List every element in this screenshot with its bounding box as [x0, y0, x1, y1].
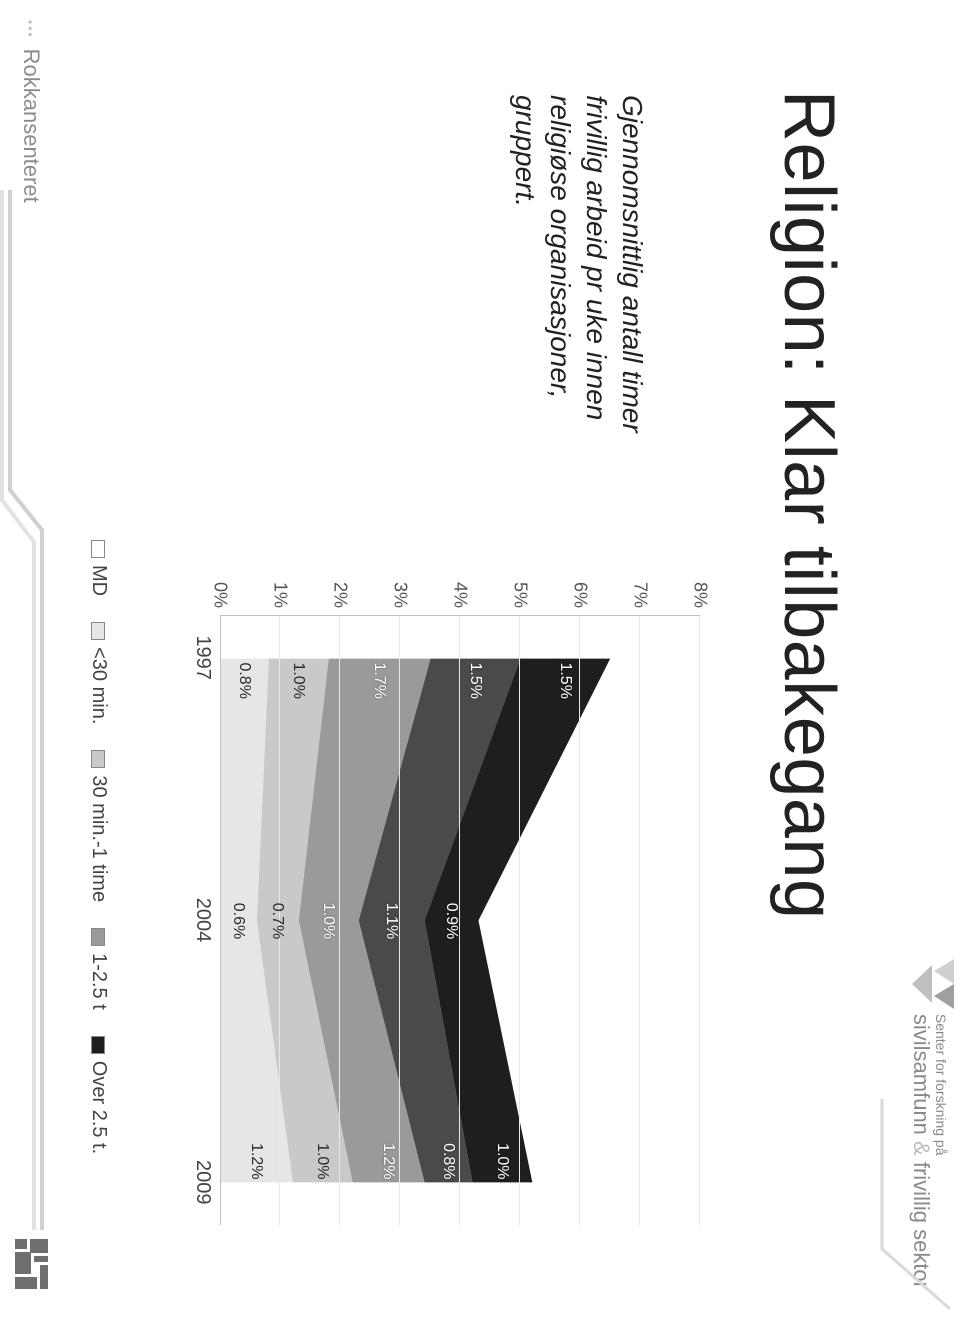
brand-mark-icon [912, 959, 954, 1009]
slide: Senter for forskning på sivilsamfunn & f… [0, 0, 960, 1319]
chart-data-label: 1.5% [466, 662, 484, 698]
legend-swatch [92, 622, 106, 640]
legend-swatch [92, 540, 106, 558]
chart-svg [221, 616, 700, 1225]
legend-label: MD [87, 565, 110, 596]
chart-data-label: 1.7% [370, 662, 388, 698]
chart-gridline [699, 616, 700, 1225]
chart-gridline [339, 616, 340, 1225]
slide-title: Religion: Klar tilbakegang [768, 90, 850, 1259]
legend-swatch [92, 928, 106, 946]
x-axis-label: 2004 [191, 898, 214, 943]
footer-left-text: Rokkansenteret [18, 49, 44, 203]
slide-subtitle: Gjennomsnittlig antall timer frivillig a… [507, 95, 650, 515]
y-axis-label: 5% [510, 560, 531, 608]
chart-data-label: 1.1% [382, 903, 400, 939]
y-axis-label: 7% [630, 560, 651, 608]
stacked-area-chart: 0.8% 0.6% 1.2% 1.0% 0.7% 1.0% 1.7% 1.0% 1.2% 1.5%… [140, 560, 700, 1240]
chart-data-label: 0.8% [439, 1143, 457, 1179]
chart-data-label: 1.5% [556, 662, 574, 698]
chart-gridline [519, 616, 520, 1225]
legend-swatch [92, 1036, 106, 1054]
footer-dots-icon: ••• [18, 20, 42, 39]
chart-data-label: 1.2% [379, 1143, 397, 1179]
brand-line1: Senter for forskning på [933, 1014, 948, 1289]
chart-legend: MD <30 min. 30 min.-1 time 1-2.5 t Over 2.5 … [87, 540, 110, 1270]
chart-data-label: 1.0% [289, 662, 307, 698]
brand-text: Senter for forskning på sivilsamfunn & f… [910, 1014, 948, 1289]
chart-plot-area: 0.8% 0.6% 1.2% 1.0% 0.7% 1.0% 1.7% 1.0% 1.2% 1.5%… [220, 615, 700, 1225]
footer-right-logo [14, 1239, 48, 1289]
y-axis-label: 4% [450, 560, 471, 608]
chart-data-label: 1.0% [313, 1143, 331, 1179]
legend-item: Over 2.5 t. [87, 1036, 110, 1154]
y-axis-label: 1% [270, 560, 291, 608]
chart-data-label: 1.2% [247, 1143, 265, 1179]
legend-item: 1-2.5 t [87, 928, 110, 1010]
y-axis-label: 6% [570, 560, 591, 608]
x-axis-label: 2009 [191, 1160, 214, 1205]
y-axis-label: 2% [330, 560, 351, 608]
footer-left-logo: ••• Rokkansenteret [18, 20, 44, 203]
chart-data-label: 1.0% [493, 1143, 511, 1179]
y-axis-label: 8% [690, 560, 711, 608]
x-axis-label: 1997 [191, 635, 214, 680]
legend-swatch [92, 750, 106, 768]
chart-gridline [579, 616, 580, 1225]
legend-item: 30 min.-1 time [87, 750, 110, 902]
chart-data-label: 0.7% [268, 903, 286, 939]
legend-item: MD [87, 540, 110, 596]
legend-label: <30 min. [87, 647, 110, 724]
bottom-frame-deco [0, 190, 60, 1230]
chart-data-label: 0.8% [235, 662, 253, 698]
chart-gridline [639, 616, 640, 1225]
legend-label: 30 min.-1 time [87, 775, 110, 902]
y-axis-label: 0% [210, 560, 231, 608]
legend-label: 1-2.5 t [87, 953, 110, 1010]
brand-line2: sivilsamfunn & frivillig sektor [910, 1014, 933, 1289]
y-axis-label: 3% [390, 560, 411, 608]
legend-label: Over 2.5 t. [87, 1061, 110, 1154]
chart-data-label: 0.6% [229, 903, 247, 939]
chart-data-label: 0.9% [442, 903, 460, 939]
chart-data-label: 1.0% [319, 903, 337, 939]
legend-item: <30 min. [87, 622, 110, 724]
